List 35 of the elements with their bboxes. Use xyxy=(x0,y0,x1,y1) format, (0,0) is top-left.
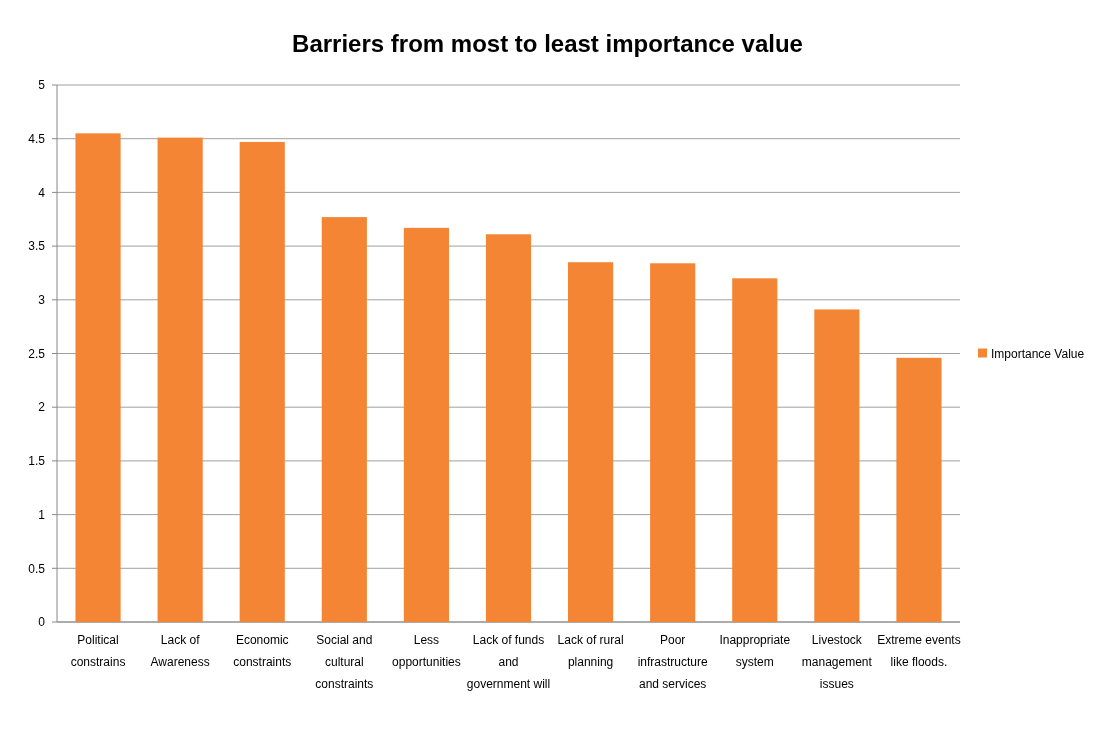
x-tick-label: Social and cultural constraints xyxy=(315,633,374,691)
y-tick-label: 2.5 xyxy=(28,346,46,361)
bar xyxy=(896,357,942,622)
bar xyxy=(732,278,778,622)
bar xyxy=(485,234,532,622)
x-tick-label: Political constrains xyxy=(70,633,126,669)
x-tick-label: Economic constraints xyxy=(233,633,292,669)
bar xyxy=(568,262,614,622)
x-tick-label: Less opportunities xyxy=(392,633,461,669)
y-tick-label: 0 xyxy=(38,615,46,630)
y-tick-label: 2 xyxy=(38,400,46,415)
y-tick-label: 1.5 xyxy=(28,454,46,469)
legend-label: Importance Value xyxy=(991,346,1085,361)
y-tick-label: 0.5 xyxy=(28,561,46,576)
bar xyxy=(75,133,121,622)
y-tick-label: 3.5 xyxy=(28,239,46,254)
y-tick-label: 5 xyxy=(38,78,46,93)
y-tick-label: 1 xyxy=(38,507,46,522)
bar xyxy=(650,263,696,622)
x-tick-label: Inappropriate system xyxy=(719,633,791,669)
bar xyxy=(157,137,203,622)
x-tick-label: Lack of rural planning xyxy=(557,633,624,669)
x-tick-label: Extreme events like floods. xyxy=(877,633,961,669)
x-tick-label: Lack of Awareness xyxy=(150,633,210,669)
bar xyxy=(239,141,285,622)
x-tick-label: Poor infrastructure and services xyxy=(637,633,709,691)
y-tick-label: 3 xyxy=(38,293,46,307)
x-tick-label: Livestock management issues xyxy=(801,633,873,691)
bar xyxy=(321,217,367,622)
bar xyxy=(814,309,860,622)
chart-title: Barriers from most to least importance value xyxy=(292,30,803,57)
y-tick-label: 4 xyxy=(38,185,46,200)
bar xyxy=(403,227,449,622)
x-tick-label: Lack of funds and government will xyxy=(466,633,551,691)
y-tick-label: 4.5 xyxy=(28,131,46,146)
